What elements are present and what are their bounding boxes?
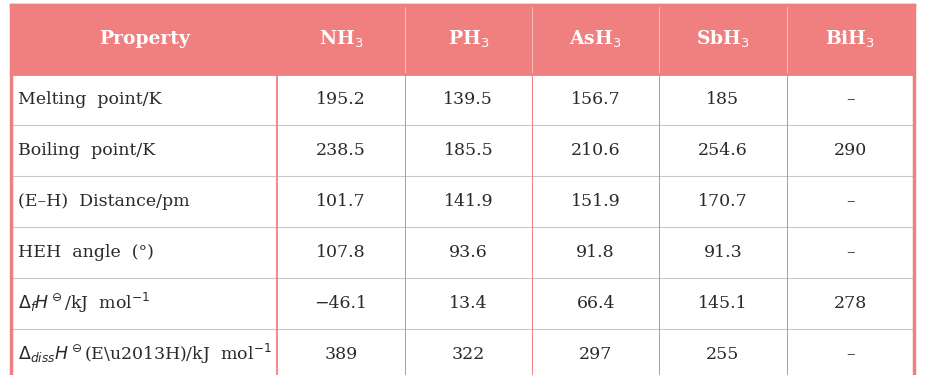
Text: HEH  angle  (°): HEH angle (°) (18, 244, 154, 261)
Text: (E–H)  Distance/pm: (E–H) Distance/pm (18, 193, 191, 210)
Text: 254.6: 254.6 (698, 142, 747, 159)
Text: 290: 290 (833, 142, 867, 159)
Text: 156.7: 156.7 (571, 91, 621, 108)
Text: 255: 255 (707, 346, 740, 363)
Text: –: – (846, 91, 855, 108)
Text: 238.5: 238.5 (316, 142, 366, 159)
Text: $\Delta_f H^\ominus$/kJ  mol$^{-1}$: $\Delta_f H^\ominus$/kJ mol$^{-1}$ (18, 291, 151, 315)
Text: Melting  point/K: Melting point/K (18, 91, 162, 108)
Text: 145.1: 145.1 (698, 295, 747, 312)
Text: 91.8: 91.8 (576, 244, 615, 261)
Text: 278: 278 (833, 295, 867, 312)
Text: 322: 322 (451, 346, 485, 363)
Bar (11, 278, 914, 329)
Text: $\Delta_{diss}H^\ominus$(E\u2013H)/kJ  mol$^{-1}$: $\Delta_{diss}H^\ominus$(E\u2013H)/kJ mo… (18, 342, 272, 366)
Text: 66.4: 66.4 (576, 295, 615, 312)
Bar (11, 4, 914, 74)
Bar (11, 227, 914, 278)
Text: 13.4: 13.4 (449, 295, 487, 312)
Text: Boiling  point/K: Boiling point/K (18, 142, 156, 159)
Text: 151.9: 151.9 (571, 193, 621, 210)
Text: 185: 185 (707, 91, 739, 108)
Bar (11, 74, 914, 125)
Text: Property: Property (99, 30, 190, 48)
Text: –: – (846, 346, 855, 363)
Text: 107.8: 107.8 (316, 244, 366, 261)
Text: BiH$_3$: BiH$_3$ (825, 28, 875, 50)
Text: −46.1: −46.1 (314, 295, 367, 312)
Text: NH$_3$: NH$_3$ (319, 28, 364, 50)
Text: 170.7: 170.7 (698, 193, 747, 210)
Text: PH$_3$: PH$_3$ (448, 28, 489, 50)
Text: 210.6: 210.6 (571, 142, 621, 159)
Text: 139.5: 139.5 (443, 91, 493, 108)
Text: 93.6: 93.6 (449, 244, 487, 261)
Text: 185.5: 185.5 (443, 142, 493, 159)
Bar (11, 329, 914, 375)
Text: 389: 389 (325, 346, 358, 363)
Bar (11, 125, 914, 176)
Text: –: – (846, 193, 855, 210)
Text: 195.2: 195.2 (316, 91, 366, 108)
Text: SbH$_3$: SbH$_3$ (696, 28, 750, 50)
Text: 91.3: 91.3 (704, 244, 743, 261)
Text: 101.7: 101.7 (316, 193, 366, 210)
Text: AsH$_3$: AsH$_3$ (570, 28, 622, 50)
Text: 141.9: 141.9 (444, 193, 493, 210)
Text: 297: 297 (579, 346, 612, 363)
Bar (11, 176, 914, 227)
Text: –: – (846, 244, 855, 261)
